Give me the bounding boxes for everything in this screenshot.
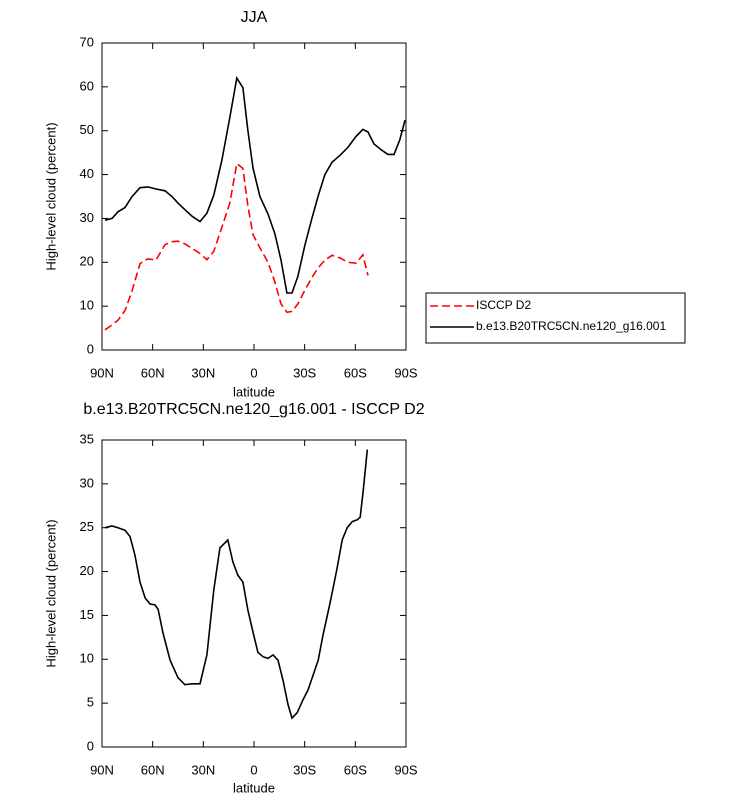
x-tick-label: 0 bbox=[250, 762, 257, 777]
x-tick-label: 60N bbox=[141, 762, 165, 777]
legend-label: b.e13.B20TRC5CN.ne120_g16.001 bbox=[476, 319, 666, 333]
data-line bbox=[104, 449, 369, 720]
x-tick-label: 90N bbox=[90, 762, 114, 777]
legend-box bbox=[425, 292, 686, 344]
x-axis-label: latitude bbox=[233, 384, 275, 399]
y-tick-label: 0 bbox=[87, 738, 94, 753]
y-tick-label: 15 bbox=[80, 607, 94, 622]
x-tick-label: 60N bbox=[141, 365, 165, 380]
x-tick-label: 30N bbox=[191, 365, 215, 380]
y-axis-label: High-level cloud (percent) bbox=[43, 122, 58, 270]
y-axis-label: High-level cloud (percent) bbox=[43, 519, 58, 667]
x-tick-label: 30S bbox=[293, 762, 316, 777]
y-tick-label: 40 bbox=[80, 166, 94, 181]
x-tick-label: 90S bbox=[394, 365, 417, 380]
x-tick-label: 60S bbox=[344, 762, 367, 777]
y-tick-label: 35 bbox=[80, 431, 94, 446]
chart-title: JJA bbox=[241, 9, 268, 26]
y-tick-label: 5 bbox=[87, 695, 94, 710]
y-tick-label: 30 bbox=[80, 210, 94, 225]
y-tick-label: 0 bbox=[87, 341, 94, 356]
y-tick-label: 60 bbox=[80, 78, 94, 93]
data-line bbox=[104, 75, 406, 294]
x-tick-label: 90S bbox=[394, 762, 417, 777]
x-tick-label: 60S bbox=[344, 365, 367, 380]
y-tick-label: 10 bbox=[80, 298, 94, 313]
x-tick-label: 30S bbox=[293, 365, 316, 380]
x-tick-label: 0 bbox=[250, 365, 257, 380]
x-tick-label: 30N bbox=[191, 762, 215, 777]
plot-frame bbox=[101, 439, 407, 748]
chart-title: b.e13.B20TRC5CN.ne120_g16.001 - ISCCP D2 bbox=[83, 401, 424, 418]
data-line bbox=[104, 162, 369, 331]
y-tick-label: 20 bbox=[80, 563, 94, 578]
y-tick-label: 25 bbox=[80, 519, 94, 534]
y-tick-label: 30 bbox=[80, 475, 94, 490]
y-tick-label: 50 bbox=[80, 122, 94, 137]
y-tick-label: 70 bbox=[80, 34, 94, 49]
y-tick-label: 20 bbox=[80, 254, 94, 269]
plot-frame bbox=[101, 42, 407, 351]
x-tick-label: 90N bbox=[90, 365, 114, 380]
legend-label: ISCCP D2 bbox=[476, 298, 531, 312]
y-tick-label: 10 bbox=[80, 651, 94, 666]
x-axis-label: latitude bbox=[233, 780, 275, 795]
